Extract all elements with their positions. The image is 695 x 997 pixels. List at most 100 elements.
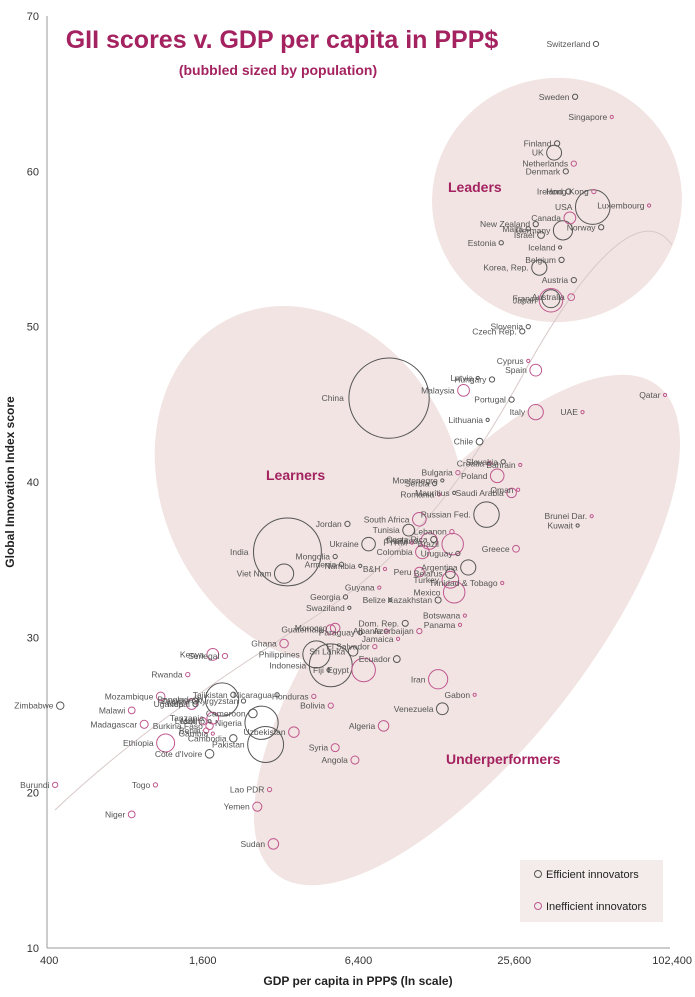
- x-ticks: 400 1,600 6,400 25,600 102,400: [40, 955, 692, 967]
- point-label: Bangladesh: [158, 694, 203, 704]
- x-tick-label: 102,400: [652, 955, 692, 967]
- bubble-bulgaria: [455, 470, 461, 476]
- bubble-guyana: [377, 585, 382, 590]
- bubble-el-salvador: [372, 644, 378, 650]
- bubble-latvia: [475, 375, 480, 381]
- point-label: Belize: [363, 595, 386, 605]
- point-label: China: [322, 393, 344, 403]
- bubble-sri-lanka: [347, 646, 359, 657]
- bubble-malta: [525, 226, 531, 232]
- region-label-leaders: Leaders: [448, 179, 502, 195]
- point-label: Latvia: [450, 373, 473, 383]
- point-label: Georgia: [310, 592, 341, 602]
- bubble-malaysia: [457, 383, 470, 397]
- point-label: Philippines: [259, 649, 300, 659]
- bubble-portugal: [508, 396, 515, 403]
- point-label: Thailand: [385, 536, 418, 546]
- bubble-uk: [546, 144, 563, 161]
- point-label: Israel: [514, 230, 535, 240]
- point-label: Denmark: [526, 166, 561, 176]
- point-label: Ecuador: [359, 654, 391, 664]
- point-label: Finland: [524, 138, 552, 148]
- bubble-jamaica: [395, 636, 401, 641]
- point-label: Paraguay: [319, 628, 356, 638]
- point-label: Madagascar: [90, 719, 137, 729]
- bubble-ecuador: [392, 655, 401, 663]
- bubble-fyrm: [409, 540, 415, 545]
- point-label: Poland: [461, 471, 488, 481]
- bubble-syria: [330, 743, 340, 753]
- bubble-saudi-arabia: [506, 487, 517, 499]
- point-label: Sri Lanka: [309, 646, 345, 656]
- bubble-jordan: [344, 520, 351, 528]
- bubble-new-zealand: [532, 221, 539, 228]
- point-label: Qatar: [639, 390, 660, 400]
- bubble-viet-nam: [273, 563, 295, 584]
- point-label: Lesotho: [175, 716, 206, 726]
- point-label: Cameroon: [206, 708, 246, 718]
- bubble-canada: [563, 211, 577, 225]
- bubble-singapore: [609, 114, 614, 120]
- bubble-mozambique: [155, 691, 166, 702]
- x-axis-label: GDP per capita in PPP$ (ln scale): [263, 974, 452, 988]
- point-label: Turkey: [413, 575, 439, 585]
- point-label: El Salvador: [326, 642, 370, 652]
- point-label: Saudi Arabia: [456, 488, 504, 498]
- bubble-ukraine: [361, 536, 376, 552]
- bubble-hungary: [488, 376, 496, 383]
- bubble-greece: [512, 544, 520, 553]
- point-label: Azerbaijan: [374, 626, 414, 636]
- bubble-bolivia: [327, 702, 334, 709]
- bubble-japan: [538, 288, 564, 313]
- bubble-dom-rep-: [401, 619, 409, 627]
- bubble-romania: [436, 492, 442, 497]
- bubble-sweden: [571, 93, 579, 100]
- point-label: Nicaragua: [233, 690, 272, 700]
- point-label: Burundi: [20, 780, 49, 790]
- bubble-uzbekistan: [288, 726, 300, 738]
- bubble-luxembourg: [646, 203, 652, 208]
- point-label: Luxembourg: [597, 201, 645, 211]
- bubble-algeria: [377, 720, 390, 732]
- bubble-mexico: [442, 581, 466, 604]
- y-ticks: 10 20 30 40 50 60 70: [27, 11, 39, 955]
- point-label: Chile: [454, 437, 474, 447]
- legend-box: [520, 860, 663, 922]
- bubble-panama: [457, 622, 463, 628]
- point-label: Trinidad & Tobago: [429, 578, 498, 588]
- bubble-denmark: [562, 168, 569, 175]
- bubble-honduras: [311, 693, 317, 700]
- point-label: Netherlands: [522, 159, 568, 169]
- point-label: Slovakia: [466, 457, 498, 467]
- point-label: Mongolia: [296, 552, 331, 562]
- y-tick-label: 30: [27, 632, 39, 644]
- bubble-madagascar: [139, 719, 149, 729]
- bubble-swaziland: [347, 605, 352, 610]
- point-label: Bolivia: [300, 701, 325, 711]
- point-label: Indonesia: [269, 660, 306, 670]
- bubble-ethiopia: [156, 733, 176, 753]
- point-label: Armenia: [305, 559, 337, 569]
- point-label: Kazakhstan: [388, 595, 433, 605]
- bubble-hong-kong: [591, 188, 597, 195]
- bubble-finland: [554, 140, 561, 147]
- point-label: Peru: [394, 567, 412, 577]
- bubble-slovenia: [525, 324, 531, 330]
- point-label: Egypt: [327, 665, 349, 675]
- legend-marker-efficient: [534, 870, 542, 878]
- point-label: Romania: [400, 489, 434, 499]
- bubble-cameroon: [248, 708, 258, 719]
- point-label: Hungary: [454, 374, 487, 384]
- bubble-benin: [203, 727, 210, 734]
- point-label: Uzbekistan: [244, 727, 286, 737]
- bubble-lebanon: [449, 529, 455, 535]
- point-label: New Zealand: [480, 219, 530, 229]
- y-axis-label: Global Innovation Index score: [3, 396, 17, 568]
- point-label: Kuwait: [548, 520, 574, 530]
- bubble-korea-rep-: [531, 259, 548, 276]
- point-label: Norway: [567, 222, 597, 232]
- point-label: Viet Nam: [237, 569, 272, 579]
- point-label: Lebanon: [414, 527, 447, 537]
- bubble-uruguay: [455, 550, 461, 557]
- bubble-sudan: [267, 838, 280, 850]
